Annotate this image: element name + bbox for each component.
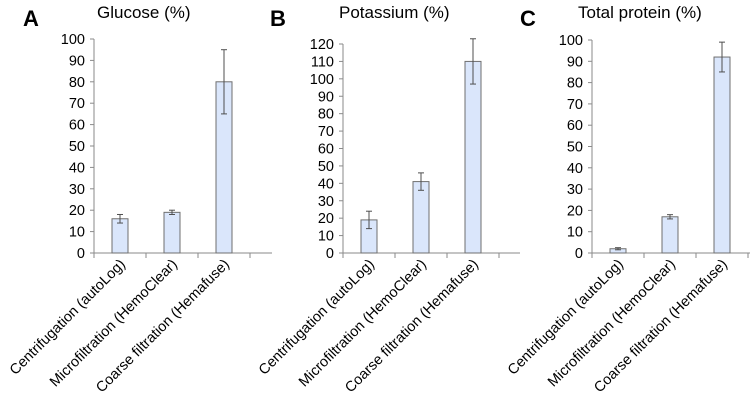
panel-c-letter: C bbox=[520, 6, 536, 31]
panel-a-y-tick-label: 100 bbox=[61, 32, 85, 48]
panel-b-y-tick-label: 20 bbox=[318, 211, 334, 227]
panel-a-y-tick-label: 30 bbox=[69, 182, 85, 198]
panel-a-bar bbox=[163, 211, 181, 254]
panel-b-y-tick-label: 100 bbox=[310, 72, 334, 88]
panel-a-y-tick-label: 60 bbox=[69, 118, 85, 134]
panel-a-y-tick-label: 80 bbox=[69, 75, 85, 91]
panel-a-bar bbox=[111, 218, 129, 254]
panel-b-y-tick-label: 0 bbox=[326, 246, 334, 262]
panel-a-title: Glucose (%) bbox=[97, 3, 191, 22]
panel-a-y-tick-label: 20 bbox=[69, 203, 85, 219]
panel-b-title: Potassium (%) bbox=[339, 3, 450, 22]
panel-b-y-tick-label: 120 bbox=[310, 37, 334, 53]
panel-b-bar bbox=[412, 181, 430, 254]
panel-b-y-tick-label: 110 bbox=[311, 54, 334, 70]
panel-c-bar bbox=[713, 56, 731, 254]
panel-b-y-tick-label: 40 bbox=[318, 176, 334, 192]
panel-a-y-tick-label: 70 bbox=[69, 96, 85, 112]
panel-c-y-tick-label: 60 bbox=[567, 118, 583, 134]
panel-c-y-tick-label: 80 bbox=[567, 76, 583, 92]
panel-b-y-tick-label: 70 bbox=[318, 124, 334, 140]
panel-c-bar bbox=[661, 216, 679, 254]
panel-c-y-tick-label: 100 bbox=[559, 33, 583, 49]
panel-b-y-tick-label: 80 bbox=[318, 107, 334, 123]
panel-a-y-tick-label: 10 bbox=[69, 225, 85, 241]
panel-a-y-tick-label: 50 bbox=[69, 139, 85, 155]
panel-b-letter: B bbox=[270, 6, 286, 31]
panel-a-y-tick-label: 40 bbox=[69, 160, 85, 176]
panel-c-y-tick-label: 50 bbox=[567, 140, 583, 156]
panel-b-y-tick-label: 90 bbox=[318, 89, 334, 105]
panel-b-y-tick-label: 10 bbox=[318, 229, 334, 245]
panel-b-y-tick-label: 60 bbox=[318, 142, 334, 158]
panel-c-title: Total protein (%) bbox=[578, 3, 702, 22]
panel-b-y-tick-label: 30 bbox=[318, 194, 334, 210]
panel-c-y-tick-label: 20 bbox=[567, 203, 583, 219]
panel-a-letter: A bbox=[23, 6, 39, 31]
panel-c-y-tick-label: 70 bbox=[567, 97, 583, 113]
panel-a-y-tick-label: 90 bbox=[69, 53, 85, 69]
panel-c-y-tick-label: 10 bbox=[567, 225, 583, 241]
panel-c-y-tick-label: 90 bbox=[567, 54, 583, 70]
panel-a-y-tick-label: 0 bbox=[77, 246, 85, 262]
panel-c-y-tick-label: 40 bbox=[567, 161, 583, 177]
panel-b-y-tick-label: 50 bbox=[318, 159, 334, 175]
panel-b-bar bbox=[464, 60, 482, 254]
panel-c-y-tick-label: 30 bbox=[567, 182, 583, 198]
panel-c-y-tick-label: 0 bbox=[575, 246, 583, 262]
